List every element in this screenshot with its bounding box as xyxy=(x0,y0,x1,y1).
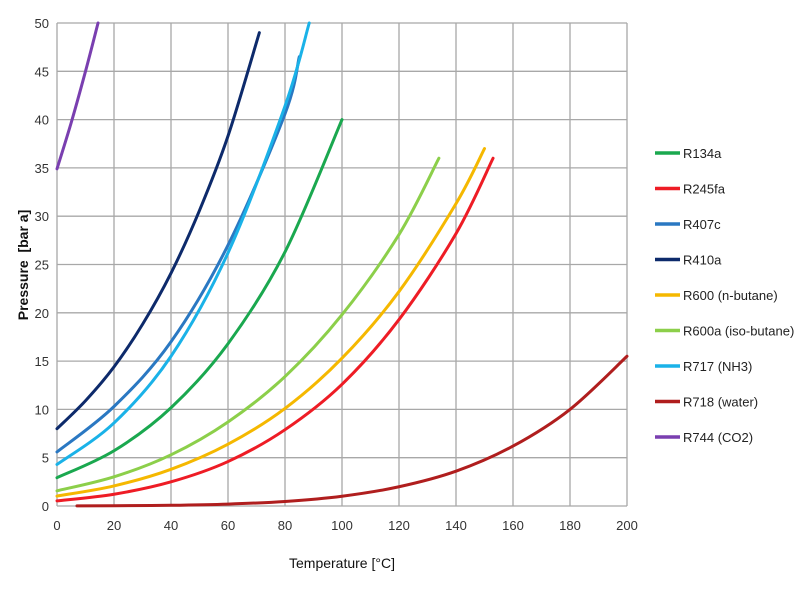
legend-label: R410a xyxy=(683,253,722,268)
series-line-r744 xyxy=(55,21,100,171)
y-tick-label: 5 xyxy=(42,451,49,466)
series-lines xyxy=(55,21,629,508)
x-axis-label: Temperature [°C] xyxy=(289,555,395,571)
legend-label: R600 (n-butane) xyxy=(683,288,778,303)
y-axis-label: Pressure [bar a] xyxy=(15,210,31,321)
x-tick-label: 0 xyxy=(53,518,60,533)
y-tick-label: 45 xyxy=(35,64,49,79)
y-tick-label: 25 xyxy=(35,258,49,273)
series-line-r718 xyxy=(75,354,629,508)
series-line-r600 xyxy=(55,147,486,498)
y-tick-label: 35 xyxy=(35,161,49,176)
series-line-r245fa xyxy=(55,156,495,503)
legend-label: R600a (iso-butane) xyxy=(683,324,794,339)
y-tick-label: 10 xyxy=(35,402,49,417)
x-tick-label: 180 xyxy=(559,518,581,533)
series-line-r410a xyxy=(55,31,261,431)
series-line-r717 xyxy=(55,21,311,466)
y-tick-label: 50 xyxy=(35,16,49,31)
legend-label: R407c xyxy=(683,217,721,232)
legend-label: R744 (CO2) xyxy=(683,430,753,445)
y-tick-label: 40 xyxy=(35,113,49,128)
x-tick-label: 20 xyxy=(107,518,121,533)
tick-labels: 0 5 10 15 20 25 30 35 40 45 50 0 20 40 60 80 100 120 140 16… xyxy=(35,16,638,533)
y-tick-label: 20 xyxy=(35,306,49,321)
y-tick-label: 15 xyxy=(35,354,49,369)
legend-label: R717 (NH3) xyxy=(683,359,752,374)
x-tick-label: 120 xyxy=(388,518,410,533)
y-tick-label: 30 xyxy=(35,209,49,224)
legend-label: R245fa xyxy=(683,182,726,197)
x-tick-label: 80 xyxy=(278,518,292,533)
x-tick-label: 140 xyxy=(445,518,467,533)
x-tick-label: 160 xyxy=(502,518,524,533)
x-tick-label: 100 xyxy=(331,518,353,533)
legend: R134a R245fa R407c R410a R600 (n-butane) R600… xyxy=(655,146,794,445)
series-line-r134a xyxy=(55,118,344,480)
series-line-r407c xyxy=(55,55,301,454)
series-line-r600a xyxy=(55,156,441,493)
grid xyxy=(56,22,628,507)
legend-label: R134a xyxy=(683,146,722,161)
y-tick-label: 0 xyxy=(42,499,49,514)
x-tick-label: 40 xyxy=(164,518,178,533)
x-tick-label: 200 xyxy=(616,518,638,533)
legend-label: R718 (water) xyxy=(683,395,758,410)
x-tick-label: 60 xyxy=(221,518,235,533)
